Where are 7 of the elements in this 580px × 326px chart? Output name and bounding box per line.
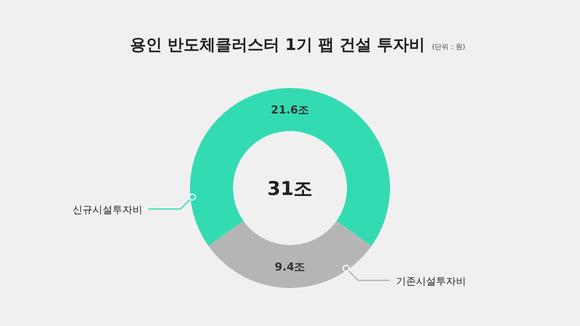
text: 31조 xyxy=(267,178,313,200)
data-label: 21.6조 xyxy=(270,104,310,116)
donut-slice xyxy=(208,221,372,288)
data-label: 9.4조 xyxy=(274,260,306,274)
chart-title: 용인 반도체클러스터 1기 팹 건설 투자비 xyxy=(130,35,425,54)
slice-label: 신규시설투자비 xyxy=(72,205,142,216)
slice-label: 기존시설투자비 xyxy=(396,276,466,288)
